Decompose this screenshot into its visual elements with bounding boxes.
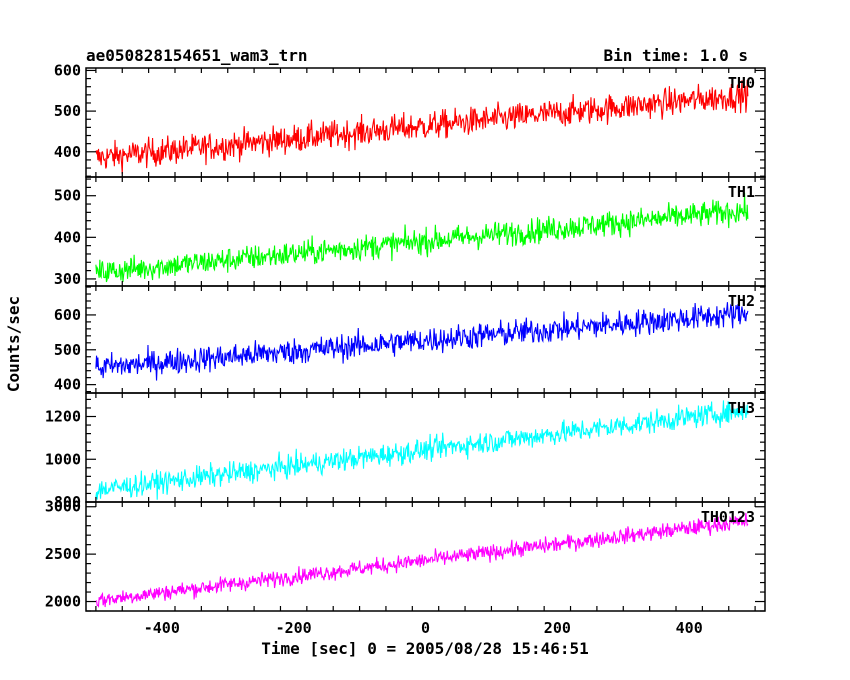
y-tick-label: 500 [54, 187, 81, 205]
panels-group: 400 500 600 TH0 300 400 500 TH1 400 500 600 TH2 800 1… [45, 61, 766, 637]
y-tick-label: 800 [54, 493, 81, 511]
series-label-th3: TH3 [728, 399, 755, 417]
x-axis-label: Time [sec] 0 = 2005/08/28 15:46:51 [261, 639, 589, 658]
chart-title: ae050828154651_wam3_trn [86, 46, 308, 65]
series-label-th2: TH2 [728, 292, 755, 310]
y-tick-label: 2000 [45, 593, 81, 611]
series-label-th0: TH0 [728, 74, 755, 92]
panel-frame [85, 67, 766, 178]
y-tick-label: 2500 [45, 545, 81, 563]
x-tick-label: 0 [421, 619, 430, 637]
y-tick-label: 500 [54, 102, 81, 120]
x-tick-label: 200 [544, 619, 571, 637]
bin-time-label: Bin time: 1.0 s [604, 46, 749, 65]
series-label-th1: TH1 [728, 183, 755, 201]
series-line-th3 [95, 400, 749, 500]
y-tick-label: 500 [54, 341, 81, 359]
panel-frame [85, 501, 766, 612]
y-tick-label: 400 [54, 143, 81, 161]
series-line-th1 [95, 192, 749, 283]
x-tick-label: 400 [676, 619, 703, 637]
panel-th0: 400 500 600 TH0 [54, 61, 766, 178]
y-tick-label: 300 [54, 270, 81, 288]
y-tick-label: 600 [54, 306, 81, 324]
y-tick-label: 400 [54, 376, 81, 394]
panel-th2: 400 500 600 TH2 [54, 285, 766, 394]
y-tick-label: 1200 [45, 408, 81, 426]
series-line-th0 [95, 79, 749, 175]
y-tick-label: 600 [54, 61, 81, 79]
y-axis-label: Counts/sec [4, 296, 23, 392]
y-tick-label: 400 [54, 228, 81, 246]
panel-th0123: 2000 2500 3000 TH0123 [45, 498, 766, 612]
panel-th3: 800 1000 1200 TH3 [45, 392, 766, 511]
y-tick-label: 3000 [45, 498, 81, 516]
y-tick-label: 1000 [45, 450, 81, 468]
series-line-th0123 [95, 512, 749, 609]
x-tick-label: -200 [276, 619, 312, 637]
panel-th1: 300 400 500 TH1 [54, 176, 766, 288]
series-label-th0123: TH0123 [701, 508, 755, 526]
x-tick-label: -400 [144, 619, 180, 637]
series-line-th2 [95, 302, 749, 381]
